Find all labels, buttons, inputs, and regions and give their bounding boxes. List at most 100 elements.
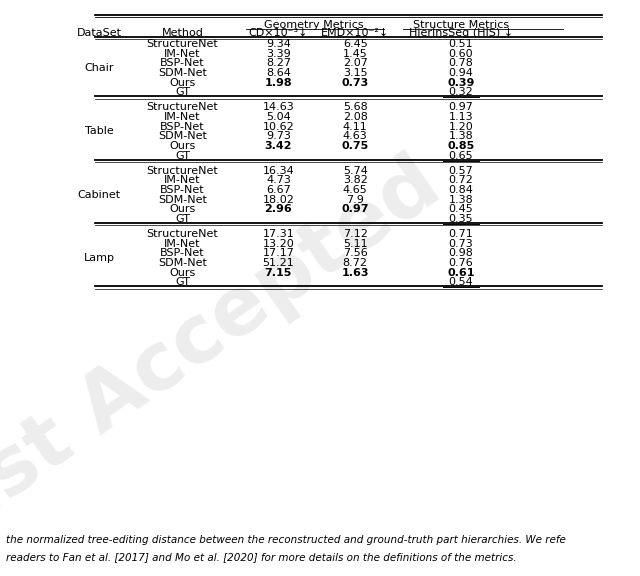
Text: 3.15: 3.15: [343, 68, 367, 78]
Text: Geometry Metrics: Geometry Metrics: [264, 20, 364, 30]
Text: BSP-Net: BSP-Net: [160, 58, 205, 68]
Text: 0.60: 0.60: [449, 48, 473, 59]
Text: 4.65: 4.65: [343, 185, 367, 195]
Text: 0.73: 0.73: [342, 78, 369, 88]
Text: 10.62: 10.62: [262, 122, 294, 131]
Text: 0.45: 0.45: [449, 204, 473, 214]
Text: SDM-Net: SDM-Net: [158, 195, 207, 204]
Text: GT: GT: [175, 278, 190, 287]
Text: 8.27: 8.27: [266, 58, 291, 68]
Text: 0.54: 0.54: [449, 278, 473, 287]
Text: 0.97: 0.97: [449, 103, 473, 112]
Text: GT: GT: [175, 87, 190, 97]
Text: 0.39: 0.39: [447, 78, 474, 88]
Text: 1.20: 1.20: [449, 122, 473, 131]
Text: 1.45: 1.45: [343, 48, 367, 59]
Text: 1.63: 1.63: [342, 268, 369, 278]
Text: 0.73: 0.73: [449, 238, 473, 249]
Text: the normalized tree-editing distance between the reconstructed and ground-truth : the normalized tree-editing distance bet…: [6, 535, 566, 545]
Text: Method: Method: [161, 28, 204, 38]
Text: Ours: Ours: [169, 141, 196, 151]
Text: Table: Table: [85, 127, 113, 137]
Text: 0.78: 0.78: [449, 58, 473, 68]
Text: 0.98: 0.98: [449, 248, 473, 259]
Text: CD×10⁻³↓: CD×10⁻³↓: [249, 28, 308, 38]
Text: Ours: Ours: [169, 268, 196, 278]
Text: GT: GT: [175, 151, 190, 161]
Text: 4.73: 4.73: [266, 175, 291, 185]
Text: Ours: Ours: [169, 204, 196, 214]
Text: IM-Net: IM-Net: [164, 48, 201, 59]
Text: Structure Metrics: Structure Metrics: [413, 20, 509, 30]
Text: 13.20: 13.20: [262, 238, 294, 249]
Text: 0.57: 0.57: [449, 166, 473, 176]
Text: 2.08: 2.08: [343, 112, 367, 122]
Text: 0.94: 0.94: [449, 68, 473, 78]
Text: 0.75: 0.75: [342, 141, 369, 151]
Text: 6.67: 6.67: [266, 185, 291, 195]
Text: SDM-Net: SDM-Net: [158, 258, 207, 268]
Text: 0.32: 0.32: [449, 87, 473, 97]
Text: StructureNet: StructureNet: [147, 39, 218, 49]
Text: BSP-Net: BSP-Net: [160, 185, 205, 195]
Text: HierInsSeg (HIS) ↓: HierInsSeg (HIS) ↓: [409, 28, 513, 38]
Text: 18.02: 18.02: [262, 195, 294, 204]
Text: 7.15: 7.15: [265, 268, 292, 278]
Text: 6.45: 6.45: [343, 39, 367, 49]
Text: SDM-Net: SDM-Net: [158, 68, 207, 78]
Text: StructureNet: StructureNet: [147, 166, 218, 176]
Text: readers to Fan et al. [2017] and Mo et al. [2020] for more details on the defini: readers to Fan et al. [2017] and Mo et a…: [6, 552, 517, 563]
Text: 0.51: 0.51: [449, 39, 473, 49]
Text: Lamp: Lamp: [84, 253, 115, 263]
Text: 2.96: 2.96: [264, 204, 292, 214]
Text: EMD×10⁻²↓: EMD×10⁻²↓: [321, 28, 389, 38]
Text: 7.12: 7.12: [343, 229, 367, 239]
Text: 5.74: 5.74: [343, 166, 367, 176]
Text: 5.11: 5.11: [343, 238, 367, 249]
Text: 5.68: 5.68: [343, 103, 367, 112]
Text: 0.61: 0.61: [447, 268, 474, 278]
Text: 3.42: 3.42: [265, 141, 292, 151]
Text: 0.65: 0.65: [449, 151, 473, 161]
Text: IM-Net: IM-Net: [164, 175, 201, 185]
Text: 0.97: 0.97: [342, 204, 369, 214]
Text: 3.39: 3.39: [266, 48, 291, 59]
Text: 14.63: 14.63: [262, 103, 294, 112]
Text: 4.11: 4.11: [343, 122, 367, 131]
Text: Ours: Ours: [169, 78, 196, 88]
Text: StructureNet: StructureNet: [147, 103, 218, 112]
Text: 4.63: 4.63: [343, 131, 367, 141]
Text: 1.38: 1.38: [449, 195, 473, 204]
Text: BSP-Net: BSP-Net: [160, 248, 205, 259]
Text: 0.85: 0.85: [447, 141, 474, 151]
Text: GT: GT: [175, 214, 190, 224]
Text: StructureNet: StructureNet: [147, 229, 218, 239]
Text: 17.17: 17.17: [262, 248, 294, 259]
Text: 5.04: 5.04: [266, 112, 291, 122]
Text: 7.56: 7.56: [343, 248, 367, 259]
Text: DataSet: DataSet: [77, 28, 122, 38]
Text: Cabinet: Cabinet: [77, 190, 121, 200]
Text: 1.38: 1.38: [449, 131, 473, 141]
Text: 0.72: 0.72: [449, 175, 473, 185]
Text: IM-Net: IM-Net: [164, 238, 201, 249]
Text: Chair: Chair: [84, 63, 114, 73]
Text: Just Accepted: Just Accepted: [0, 147, 456, 567]
Text: 0.76: 0.76: [449, 258, 473, 268]
Text: 8.72: 8.72: [342, 258, 368, 268]
Text: 3.82: 3.82: [343, 175, 367, 185]
Text: 9.73: 9.73: [266, 131, 291, 141]
Text: 0.35: 0.35: [449, 214, 473, 224]
Text: 8.64: 8.64: [266, 68, 291, 78]
Text: 51.21: 51.21: [262, 258, 294, 268]
Text: 17.31: 17.31: [262, 229, 294, 239]
Text: 2.07: 2.07: [343, 58, 367, 68]
Text: 9.34: 9.34: [266, 39, 291, 49]
Text: 1.13: 1.13: [449, 112, 473, 122]
Text: 16.34: 16.34: [262, 166, 294, 176]
Text: 0.71: 0.71: [449, 229, 473, 239]
Text: IM-Net: IM-Net: [164, 112, 201, 122]
Text: 0.84: 0.84: [449, 185, 473, 195]
Text: SDM-Net: SDM-Net: [158, 131, 207, 141]
Text: 1.98: 1.98: [264, 78, 292, 88]
